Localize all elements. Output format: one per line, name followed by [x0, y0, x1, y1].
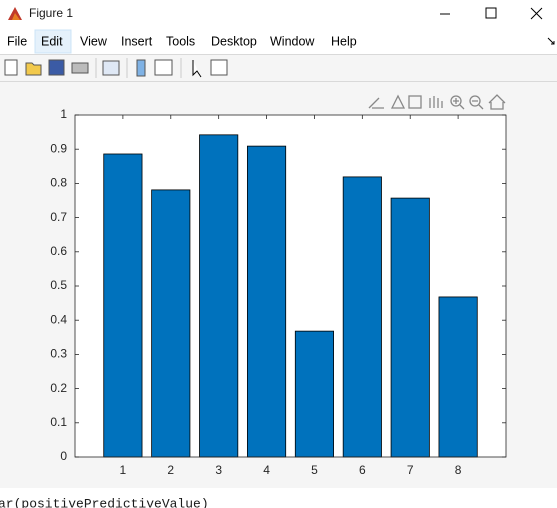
bar [199, 134, 239, 458]
x-tick-label: 3 [215, 463, 222, 477]
toolbar [0, 55, 557, 81]
y-tick-label: 0 [60, 449, 67, 463]
app-icon [8, 7, 22, 20]
window-title: Figure 1 [29, 6, 73, 20]
y-tick-label: 0.3 [50, 347, 67, 361]
x-tick-label: 6 [359, 463, 366, 477]
menu-item[interactable]: Tools [166, 34, 195, 48]
y-tick-label: 0.9 [50, 141, 67, 155]
x-tick-label: 8 [455, 463, 462, 477]
menu-item[interactable]: Insert [121, 34, 153, 48]
command-text: ar(positivePredictiveValue) [0, 496, 209, 508]
bar [151, 189, 191, 458]
menu-highlight [34, 29, 72, 54]
menu-item[interactable]: Window [270, 34, 315, 48]
command-window [0, 488, 557, 508]
menu-item[interactable]: Help [331, 34, 357, 48]
bar [246, 145, 287, 458]
axes-toolbar [368, 94, 506, 110]
x-tick-label: 4 [263, 463, 270, 477]
menu-item[interactable]: Edit [41, 34, 63, 48]
bar [438, 296, 478, 458]
menu-item[interactable]: File [7, 34, 27, 48]
bar [390, 197, 430, 458]
y-tick-label: 0.4 [50, 312, 67, 326]
y-tick-label: 0.8 [50, 176, 67, 190]
menu-item[interactable]: Desktop [211, 34, 257, 48]
axes-area [75, 115, 506, 457]
x-tick-label: 7 [407, 463, 414, 477]
y-tick-label: 0.7 [50, 210, 67, 224]
bar [342, 176, 382, 458]
y-tick-label: 0.5 [50, 278, 67, 292]
menu-bar [0, 29, 557, 54]
close-button[interactable] [530, 7, 543, 20]
maximize-button[interactable] [485, 7, 497, 19]
bar [294, 330, 334, 458]
y-tick-label: 0.1 [50, 415, 67, 429]
y-tick-label: 0.2 [50, 381, 67, 395]
bar [103, 153, 143, 458]
axes-box [74, 114, 507, 458]
dock-arrow[interactable] [547, 37, 555, 45]
toolbar-icons [4, 58, 228, 78]
x-tick-label: 1 [120, 463, 127, 477]
y-tick-label: 0.6 [50, 244, 67, 258]
title-bar [0, 0, 557, 29]
x-tick-label: 2 [167, 463, 174, 477]
x-tick-label: 5 [311, 463, 318, 477]
menu-item[interactable]: View [80, 34, 108, 48]
y-tick-label: 1 [60, 107, 67, 121]
